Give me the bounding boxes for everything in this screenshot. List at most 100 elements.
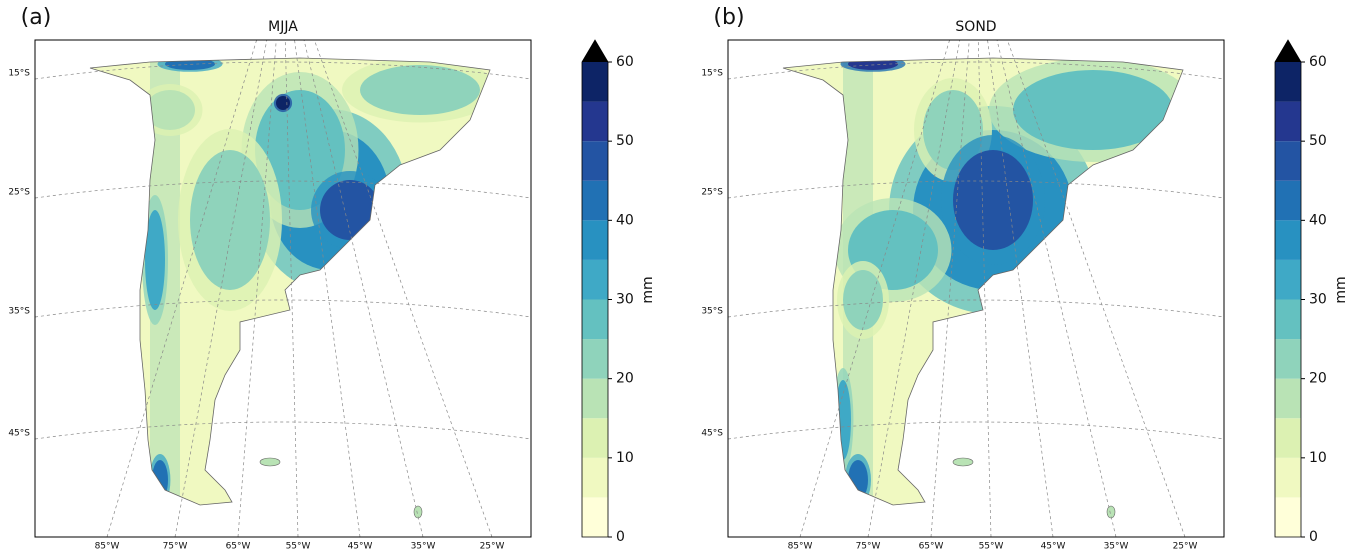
lon-label: 65°W xyxy=(919,542,944,552)
colorbar-tick-label: 20 xyxy=(616,371,634,387)
lat-label: 15°S xyxy=(701,69,723,79)
lat-grid-line xyxy=(34,180,532,199)
lon-grid-line xyxy=(996,39,1117,538)
lon-label: 65°W xyxy=(226,542,251,552)
lon-label: 85°W xyxy=(788,542,813,552)
lon-grid-line xyxy=(303,39,424,538)
colorbar-label: mm xyxy=(640,276,656,303)
lon-grid-line xyxy=(867,39,961,538)
colorbar-band xyxy=(582,457,608,498)
lat-label: 45°S xyxy=(8,429,30,439)
lat-grid-line xyxy=(727,421,1225,440)
colorbar-band xyxy=(1275,299,1301,340)
lon-grid-line xyxy=(237,39,277,538)
precip-blob xyxy=(835,380,851,460)
colorbar-tick-label: 60 xyxy=(1309,54,1327,70)
lon-label: 35°W xyxy=(1104,542,1129,552)
panel: (a) MJJA 15°S 25°S 35°S 45°S 85°W 75°W 65°W 55°W 4… xyxy=(8,5,656,552)
precip-blob xyxy=(255,90,345,210)
precip-blob xyxy=(843,270,883,330)
colorbar-band xyxy=(1275,141,1301,181)
colorbar-extend xyxy=(582,40,608,62)
colorbar-tick-label: 30 xyxy=(1309,292,1327,308)
panel: (b) SOND 15°S 25°S 35°S 45°S 85°W 75°W 65°W 55°W 4… xyxy=(701,5,1349,552)
lat-grid-line xyxy=(727,299,1225,318)
colorbar-band xyxy=(1275,378,1301,419)
colorbar-band xyxy=(1275,259,1301,300)
island xyxy=(952,457,974,467)
coastline xyxy=(89,57,491,506)
colorbar-band xyxy=(582,220,608,260)
lat-grid-line xyxy=(727,180,1225,199)
colorbar-tick-label: 30 xyxy=(616,292,634,308)
colorbar-band xyxy=(1275,101,1301,142)
colorbar-tick-label: 10 xyxy=(1309,450,1327,466)
lon-grid-line xyxy=(284,39,299,538)
colorbar-tick-label: 20 xyxy=(1309,371,1327,387)
colorbar-band xyxy=(1275,457,1301,498)
precip-blob xyxy=(953,150,1033,250)
map-frame xyxy=(727,39,1225,538)
lat-grid-line xyxy=(727,61,1225,80)
precip-blob xyxy=(145,90,195,130)
colorbar-band xyxy=(582,180,608,221)
colorbar-tick-label: 40 xyxy=(1309,212,1327,228)
lon-grid-line xyxy=(799,39,950,538)
panel-label: (b) xyxy=(713,5,744,30)
colorbar-label: mm xyxy=(1333,276,1349,303)
lon-label: 45°W xyxy=(1041,542,1066,552)
precip-blob xyxy=(190,150,270,290)
precip-blob xyxy=(276,96,290,110)
precip-blob xyxy=(360,65,480,115)
colorbar-band xyxy=(1275,418,1301,458)
lon-label: 45°W xyxy=(348,542,373,552)
map-frame xyxy=(34,39,532,538)
colorbar-band xyxy=(582,141,608,181)
lat-grid-line xyxy=(34,299,532,318)
coastline xyxy=(782,57,1184,506)
lon-label: 85°W xyxy=(95,542,120,552)
colorbar-tick-label: 50 xyxy=(1309,133,1327,149)
colorbar-band xyxy=(582,101,608,142)
lon-label: 35°W xyxy=(411,542,436,552)
colorbar-tick-label: 0 xyxy=(1309,529,1318,545)
colorbar-band xyxy=(1275,497,1301,537)
lat-grid-line xyxy=(34,61,532,80)
precip-blob xyxy=(152,460,168,500)
colorbar-band xyxy=(1275,62,1301,102)
colorbar-band xyxy=(582,299,608,340)
colorbar-tick-label: 0 xyxy=(616,529,625,545)
lon-grid-line xyxy=(174,39,268,538)
lat-label: 45°S xyxy=(701,429,723,439)
colorbar-band xyxy=(1275,180,1301,221)
island xyxy=(1106,505,1116,519)
lon-grid-line xyxy=(930,39,970,538)
panel-title: MJJA xyxy=(268,19,298,35)
colorbar-band xyxy=(582,62,608,102)
lat-label: 15°S xyxy=(8,69,30,79)
lon-grid-line xyxy=(1007,39,1186,538)
precip-blob xyxy=(165,58,215,70)
lat-grid-line xyxy=(34,421,532,440)
colorbar-frame xyxy=(1274,39,1302,538)
colorbar-band xyxy=(582,418,608,458)
panel-label: (a) xyxy=(21,5,52,30)
precip-blob xyxy=(1013,70,1173,150)
precip-field xyxy=(137,58,490,505)
precip-blob xyxy=(848,460,868,500)
island xyxy=(259,457,281,467)
lon-grid-line xyxy=(314,39,493,538)
colorbar-band xyxy=(582,339,608,379)
lat-label: 25°S xyxy=(8,188,30,198)
colorbar-band xyxy=(582,378,608,419)
lon-label: 25°W xyxy=(480,542,505,552)
colorbar-tick-label: 10 xyxy=(616,450,634,466)
lon-label: 25°W xyxy=(1173,542,1198,552)
colorbar-band xyxy=(1275,339,1301,379)
panel-title: SOND xyxy=(955,19,996,35)
lon-grid-line xyxy=(977,39,992,538)
colorbar-tick-label: 50 xyxy=(616,133,634,149)
lon-label: 75°W xyxy=(856,542,881,552)
lon-label: 55°W xyxy=(979,542,1004,552)
